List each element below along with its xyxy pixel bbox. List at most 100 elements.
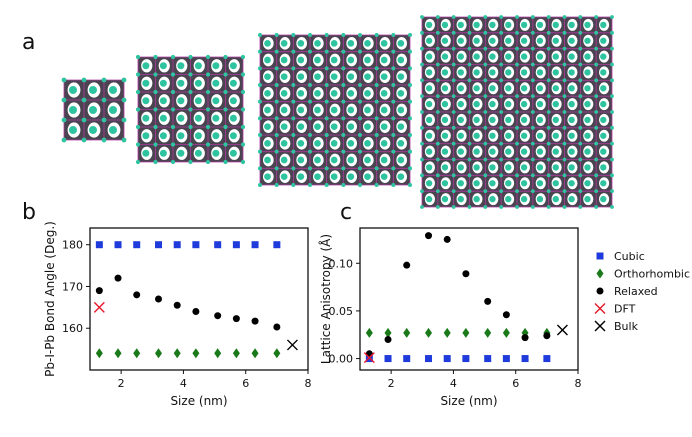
corner-atom: [530, 110, 535, 114]
cation-atom: [314, 56, 321, 64]
cation-atom: [473, 69, 480, 76]
orthorhombic-marker: [155, 348, 163, 359]
cation-atom: [457, 164, 464, 171]
corner-atom: [499, 15, 504, 19]
corner-atom: [408, 66, 412, 71]
corner-atom: [499, 141, 504, 146]
corner-atom: [135, 89, 141, 95]
cation-atom: [568, 69, 575, 76]
corner-atom: [420, 141, 424, 146]
corner-atom: [408, 83, 412, 87]
cation-atom: [489, 195, 496, 203]
corner-atom: [530, 78, 535, 83]
cation-atom: [441, 37, 449, 44]
corner-atom: [308, 133, 312, 137]
corner-atom: [530, 205, 535, 209]
cation-atom: [397, 173, 405, 181]
chart-lattice-anisotropy: 2 4 6 8 0.00 0.05 0.10 Size (nm) Lattice Anisotr…: [318, 227, 582, 408]
cation-atom: [489, 85, 496, 92]
relaxed-marker: [232, 315, 240, 323]
corner-atom: [223, 159, 228, 165]
y-tick-label: 160: [62, 322, 83, 335]
corner-atom: [240, 159, 246, 165]
legend-label-orthorhombic: Orthorhombic: [614, 268, 690, 281]
relaxed-marker: [155, 295, 163, 303]
corner-atom: [483, 94, 488, 99]
cation-atom: [441, 148, 449, 155]
cation-atom: [142, 114, 150, 122]
corner-atom: [420, 189, 424, 194]
cation-atom: [568, 180, 575, 187]
cation-atom: [441, 180, 449, 187]
x-stroke: [363, 352, 375, 364]
cation-atom: [264, 56, 271, 64]
cation-atom: [568, 148, 575, 155]
cation-atom: [473, 85, 480, 92]
cation-atom: [297, 90, 305, 97]
cation-atom: [536, 37, 544, 44]
cation-atom: [380, 173, 388, 181]
cation-atom: [380, 106, 388, 114]
cation-atom: [489, 21, 496, 29]
cation-atom: [520, 53, 528, 60]
corner-atom: [170, 89, 176, 95]
corner-atom: [205, 142, 211, 147]
cation-atom: [425, 195, 433, 203]
cation-atom: [552, 21, 559, 29]
orthorhombic-marker: [95, 348, 103, 359]
relaxed-marker: [403, 261, 411, 269]
corner-atom: [291, 183, 296, 187]
corner-atom: [308, 149, 312, 154]
corner-atom: [515, 125, 519, 130]
corner-atom: [358, 149, 362, 154]
cation-atom: [264, 140, 271, 147]
corner-atom: [61, 117, 67, 123]
cation-atom: [347, 123, 355, 130]
relaxed-marker: [425, 232, 433, 240]
cation-atom: [347, 140, 355, 147]
corner-atom: [467, 189, 472, 194]
orthorhombic-marker: [502, 327, 510, 338]
cation-atom: [536, 132, 544, 139]
corner-atom: [594, 205, 599, 209]
cation-atom: [212, 149, 220, 157]
cation-atom: [520, 148, 528, 155]
corner-atom: [610, 62, 614, 67]
corner-atom: [420, 110, 424, 114]
x-tick-label: 4: [180, 377, 187, 390]
corner-atom: [515, 141, 519, 146]
cation-atom: [520, 85, 528, 92]
cation-atom: [473, 195, 480, 203]
corner-atom: [101, 77, 107, 83]
cation-atom: [473, 164, 480, 171]
relaxed-marker: [214, 312, 222, 320]
relaxed-marker: [443, 235, 451, 243]
corner-atom: [391, 33, 396, 37]
cation-atom: [584, 116, 591, 124]
corner-atom: [258, 99, 262, 104]
cation-atom: [89, 126, 97, 134]
cation-atom: [489, 148, 496, 155]
corner-atom: [258, 183, 262, 187]
corner-atom: [358, 116, 362, 121]
cubic-marker: [251, 241, 259, 249]
corner-atom: [546, 157, 551, 162]
corner-atom: [451, 157, 456, 162]
corner-atom: [170, 54, 176, 60]
corner-atom: [291, 133, 296, 137]
cation-atom: [536, 21, 544, 29]
corner-atom: [420, 125, 424, 130]
corner-atom: [562, 110, 567, 114]
cation-atom: [520, 180, 528, 187]
corner-atom: [483, 62, 488, 67]
y-tick-label: 170: [62, 280, 83, 293]
cation-atom: [109, 126, 117, 134]
corner-atom: [308, 49, 312, 54]
cation-atom: [109, 106, 117, 114]
cation-atom: [568, 100, 575, 108]
cubic-marker: [173, 241, 181, 249]
corner-atom: [515, 46, 519, 51]
corner-atom: [274, 33, 279, 37]
corner-atom: [291, 166, 296, 171]
corner-atom: [594, 125, 599, 130]
